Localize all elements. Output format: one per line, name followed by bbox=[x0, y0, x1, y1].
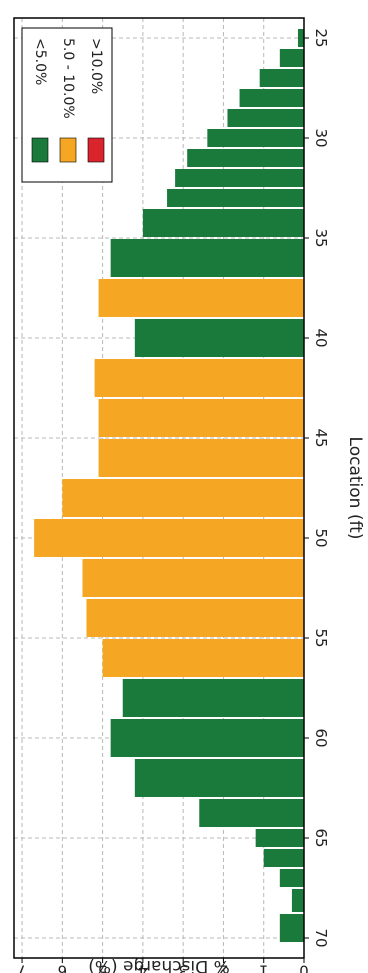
location-tick-label: 30 bbox=[312, 128, 330, 147]
discharge-bar bbox=[259, 69, 304, 87]
location-axis-ticks: 25 30 35 40 45 50 55 60 65 70 bbox=[304, 28, 330, 948]
discharge-bar bbox=[263, 849, 304, 867]
location-tick-label: 65 bbox=[312, 828, 330, 847]
location-tick-label: 70 bbox=[312, 928, 330, 947]
discharge-bar bbox=[227, 109, 304, 127]
legend-item-high: >10.0% bbox=[87, 38, 105, 163]
location-tick-label: 50 bbox=[312, 528, 330, 547]
discharge-axis-ticks: 0 1 2 3 4 5 6 7 bbox=[17, 958, 309, 973]
legend-label-high: >10.0% bbox=[88, 38, 104, 94]
discharge-tick-label: 5 bbox=[98, 962, 108, 973]
discharge-bar bbox=[134, 319, 304, 357]
discharge-bar bbox=[279, 869, 304, 887]
location-tick-label: 55 bbox=[312, 628, 330, 647]
discharge-bar bbox=[167, 189, 304, 207]
discharge-bar bbox=[110, 719, 305, 757]
discharge-bar bbox=[34, 519, 305, 557]
discharge-tick-label: 2 bbox=[219, 962, 229, 973]
discharge-bar bbox=[279, 49, 304, 67]
discharge-bar bbox=[122, 679, 304, 717]
discharge-bar bbox=[98, 439, 304, 477]
discharge-tick-label: 1 bbox=[259, 962, 269, 973]
discharge-bar bbox=[134, 759, 304, 797]
discharge-tick-label: 4 bbox=[138, 962, 148, 973]
discharge-bar bbox=[82, 559, 304, 597]
discharge-bar bbox=[199, 799, 304, 827]
discharge-tick-label: 0 bbox=[299, 962, 309, 973]
legend-item-low: <5.0% bbox=[31, 38, 49, 163]
discharge-bar bbox=[291, 889, 304, 912]
legend-swatch-medium bbox=[59, 137, 77, 163]
discharge-bar bbox=[142, 209, 304, 237]
location-tick-label: 40 bbox=[312, 328, 330, 347]
discharge-bar bbox=[98, 399, 304, 437]
bar-series bbox=[34, 29, 305, 942]
discharge-bar bbox=[62, 479, 305, 517]
discharge-bar bbox=[175, 169, 304, 187]
plot-border bbox=[13, 17, 305, 959]
discharge-bar bbox=[98, 279, 304, 317]
location-tick-label: 60 bbox=[312, 728, 330, 747]
discharge-bar bbox=[86, 599, 304, 637]
discharge-bar bbox=[102, 639, 304, 677]
legend-item-medium: 5.0 - 10.0% bbox=[59, 38, 77, 163]
discharge-bar bbox=[110, 239, 305, 277]
discharge-axis-title: % Discharge (%) bbox=[88, 956, 230, 973]
legend-label-medium: 5.0 - 10.0% bbox=[60, 38, 76, 119]
discharge-bar bbox=[279, 914, 304, 942]
discharge-bar bbox=[94, 359, 304, 397]
legend: <5.0% 5.0 - 10.0% >10.0% bbox=[21, 27, 113, 183]
discharge-tick-label: 7 bbox=[17, 962, 27, 973]
discharge-bar bbox=[207, 129, 304, 147]
discharge-bar bbox=[255, 829, 304, 847]
location-tick-label: 35 bbox=[312, 228, 330, 247]
legend-swatch-high bbox=[87, 137, 105, 163]
location-axis-title: Location (ft) bbox=[345, 437, 365, 540]
discharge-bar bbox=[297, 29, 304, 47]
location-tick-label: 45 bbox=[312, 428, 330, 447]
discharge-bar bbox=[239, 89, 304, 107]
discharge-tick-label: 6 bbox=[58, 962, 68, 973]
discharge-tick-label: 3 bbox=[178, 962, 188, 973]
legend-label-low: <5.0% bbox=[32, 38, 48, 85]
location-tick-label: 25 bbox=[312, 28, 330, 47]
discharge-bar bbox=[187, 149, 304, 167]
legend-swatch-low bbox=[31, 137, 49, 163]
